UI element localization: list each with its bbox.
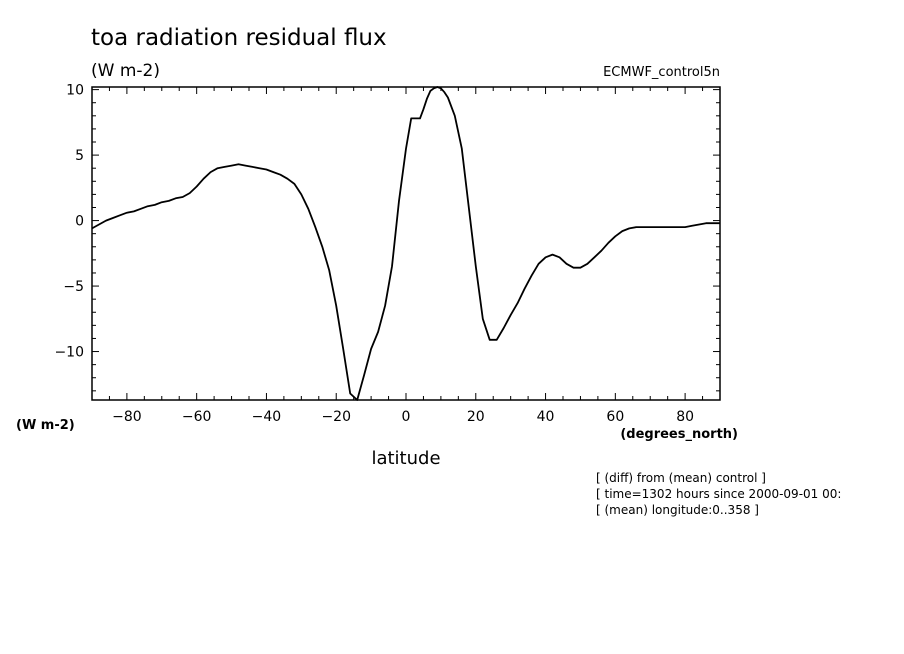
y-tick-label: 10 — [66, 83, 84, 99]
x-tick-label: 20 — [467, 409, 485, 425]
x-axis-units: (degrees_north) — [620, 427, 738, 442]
dataset-label: ECMWF_control5n — [603, 65, 720, 80]
chart-title: toa radiation residual flux — [91, 25, 387, 51]
chart-subtitle: (W m-2) — [91, 61, 160, 81]
x-tick-label: 40 — [537, 409, 555, 425]
axis-ticks — [91, 87, 721, 400]
x-tick-label: 80 — [676, 409, 694, 425]
series-line — [91, 86, 720, 401]
y-tick-label: 0 — [75, 214, 84, 230]
x-tick-label: −20 — [321, 409, 351, 425]
y-axis-units: (W m-2) — [16, 418, 75, 433]
footnote-time: [ time=1302 hours since 2000-09-01 00: — [596, 487, 841, 501]
x-tick-label: −80 — [112, 409, 142, 425]
y-tick-labels: 10 5 0 −5 −10 — [54, 83, 84, 361]
plot-frame — [91, 86, 721, 401]
y-tick-label: 5 — [75, 148, 84, 164]
x-tick-labels: −80 −60 −40 −20 0 20 40 60 80 — [112, 409, 694, 425]
y-tick-label: −5 — [63, 279, 84, 295]
x-tick-label: 60 — [606, 409, 624, 425]
y-tick-label: −10 — [54, 345, 84, 361]
footnote-diff: [ (diff) from (mean) control ] — [596, 471, 766, 485]
x-tick-label: −60 — [182, 409, 212, 425]
x-tick-label: 0 — [402, 409, 411, 425]
x-axis-label: latitude — [371, 448, 440, 469]
x-tick-label: −40 — [252, 409, 282, 425]
footnote-longitude: [ (mean) longitude:0..358 ] — [596, 503, 759, 517]
